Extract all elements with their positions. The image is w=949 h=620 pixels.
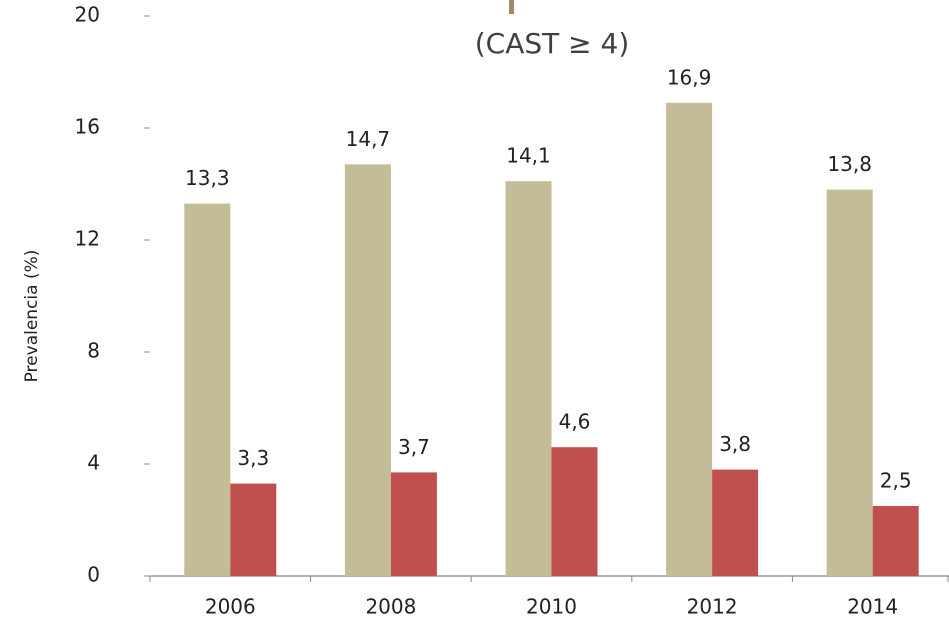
value-label: 3,8 <box>719 432 751 456</box>
bar <box>872 506 919 576</box>
value-label: 13,8 <box>827 152 872 176</box>
y-tick-label: 8 <box>87 339 100 363</box>
value-label: 3,3 <box>237 446 269 470</box>
y-axis-title: Prevalencia (%) <box>22 250 42 383</box>
bar <box>344 164 391 576</box>
value-label: 16,9 <box>667 65 712 89</box>
value-label: 14,7 <box>346 127 391 151</box>
y-tick-label: 4 <box>87 451 100 475</box>
title-fragment <box>509 0 514 14</box>
chart-title: (CAST ≥ 4) <box>475 27 630 60</box>
value-label: 4,6 <box>559 410 591 434</box>
bar <box>505 181 552 576</box>
x-tick-label: 2008 <box>365 595 416 619</box>
y-tick-label: 12 <box>75 227 100 251</box>
y-tick-label: 16 <box>75 115 100 139</box>
x-tick-label: 2010 <box>526 595 577 619</box>
x-tick-label: 2006 <box>205 595 256 619</box>
value-label: 14,1 <box>506 144 551 168</box>
bar <box>184 203 231 576</box>
value-label: 2,5 <box>880 469 912 493</box>
x-tick-label: 2014 <box>847 595 898 619</box>
value-label: 3,7 <box>398 435 430 459</box>
bar <box>390 472 437 576</box>
x-tick-label: 2012 <box>687 595 738 619</box>
y-tick-label: 0 <box>87 563 100 587</box>
bar <box>712 469 759 576</box>
bar <box>666 102 713 577</box>
bar <box>551 447 598 576</box>
bar <box>230 483 277 576</box>
value-label: 13,3 <box>185 166 230 190</box>
bar <box>826 189 873 576</box>
y-tick-label: 20 <box>75 3 100 27</box>
